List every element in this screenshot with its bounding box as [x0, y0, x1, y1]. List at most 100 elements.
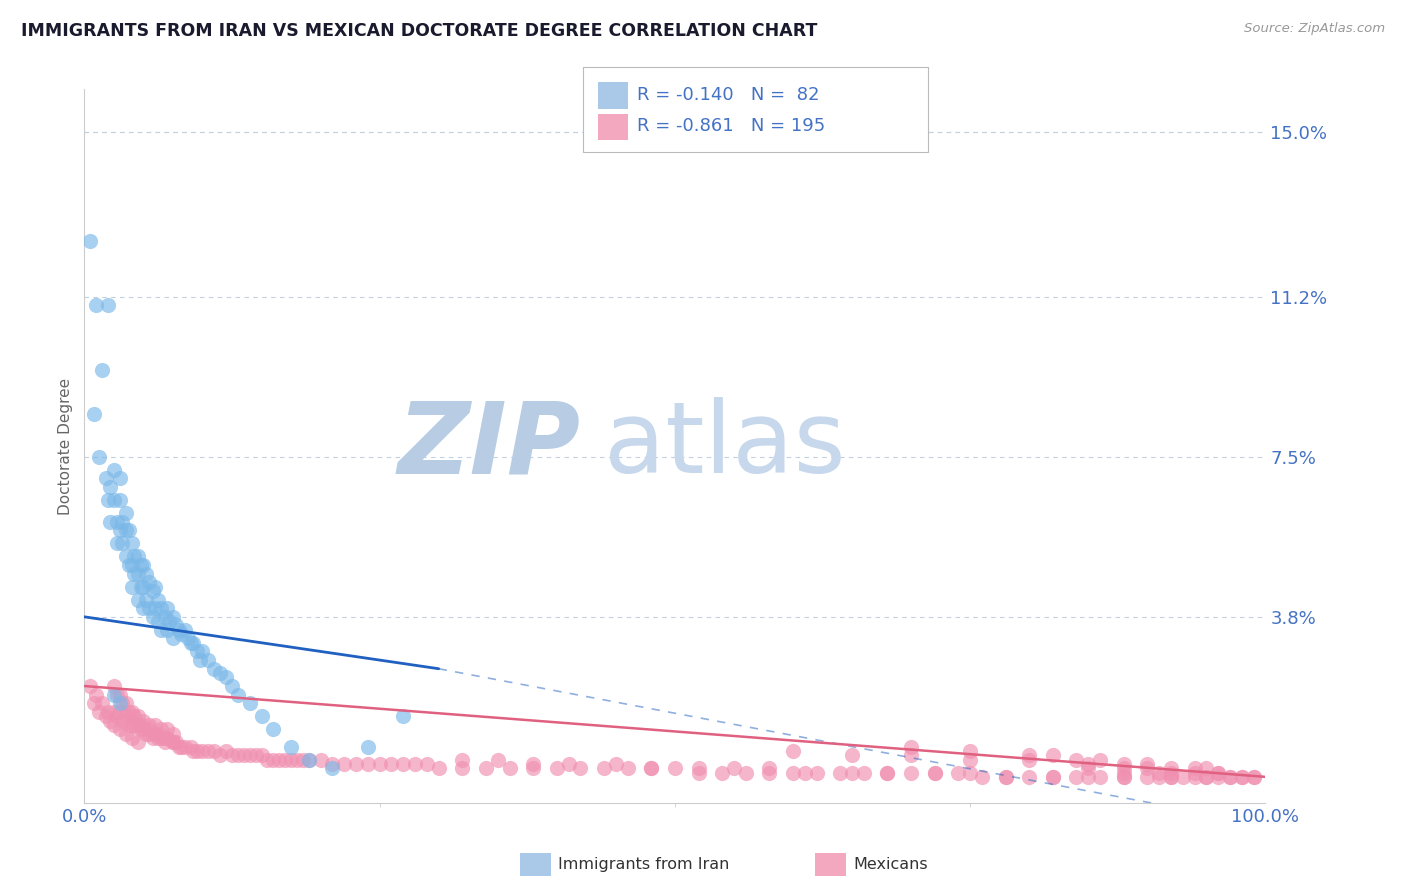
- Point: [1243, 770, 1265, 784]
- Point: [98, 480, 121, 494]
- Point: [122, 549, 145, 564]
- Point: [97, 493, 120, 508]
- Point: [427, 761, 450, 775]
- Point: [181, 744, 204, 758]
- Point: [688, 761, 710, 775]
- Point: [900, 765, 922, 780]
- Point: [321, 756, 343, 771]
- Point: [143, 580, 166, 594]
- Point: [1077, 761, 1099, 775]
- Point: [209, 666, 232, 681]
- Point: [108, 705, 131, 719]
- Point: [103, 705, 125, 719]
- Point: [1042, 770, 1064, 784]
- Point: [98, 714, 121, 728]
- Point: [111, 515, 134, 529]
- Point: [959, 744, 981, 758]
- Point: [180, 636, 202, 650]
- Point: [1112, 761, 1135, 775]
- Point: [191, 644, 214, 658]
- Point: [723, 761, 745, 775]
- Point: [1230, 770, 1253, 784]
- Point: [557, 756, 579, 771]
- Point: [107, 536, 129, 550]
- Point: [94, 709, 117, 723]
- Point: [188, 653, 211, 667]
- Point: [156, 601, 179, 615]
- Point: [1206, 765, 1229, 780]
- Point: [782, 765, 804, 780]
- Point: [162, 735, 184, 749]
- Point: [132, 601, 155, 615]
- Point: [156, 723, 179, 737]
- Point: [121, 536, 143, 550]
- Point: [121, 580, 143, 594]
- Point: [368, 756, 391, 771]
- Point: [118, 524, 141, 538]
- Point: [166, 735, 188, 749]
- Point: [924, 765, 946, 780]
- Point: [135, 592, 157, 607]
- Point: [688, 765, 710, 780]
- Point: [392, 709, 415, 723]
- Point: [127, 592, 149, 607]
- Point: [486, 753, 509, 767]
- Point: [108, 493, 131, 508]
- Point: [94, 471, 117, 485]
- Point: [143, 726, 166, 740]
- Point: [1136, 770, 1159, 784]
- Point: [924, 765, 946, 780]
- Point: [1206, 765, 1229, 780]
- Point: [142, 610, 165, 624]
- Point: [298, 753, 321, 767]
- Point: [83, 696, 105, 710]
- Point: [640, 761, 662, 775]
- Point: [173, 623, 195, 637]
- Point: [150, 601, 173, 615]
- Point: [830, 765, 852, 780]
- Text: Immigrants from Iran: Immigrants from Iran: [558, 857, 730, 871]
- Point: [245, 748, 267, 763]
- Point: [111, 696, 134, 710]
- Point: [1077, 770, 1099, 784]
- Point: [118, 718, 141, 732]
- Point: [153, 610, 176, 624]
- Point: [380, 756, 402, 771]
- Point: [129, 723, 152, 737]
- Point: [135, 566, 157, 581]
- Point: [108, 723, 131, 737]
- Text: atlas: atlas: [605, 398, 845, 494]
- Y-axis label: Doctorate Degree: Doctorate Degree: [58, 377, 73, 515]
- Point: [146, 592, 169, 607]
- Point: [1042, 770, 1064, 784]
- Point: [758, 765, 780, 780]
- Point: [107, 515, 129, 529]
- Point: [416, 756, 439, 771]
- Point: [280, 739, 302, 754]
- Text: IMMIGRANTS FROM IRAN VS MEXICAN DOCTORATE DEGREE CORRELATION CHART: IMMIGRANTS FROM IRAN VS MEXICAN DOCTORAT…: [21, 22, 817, 40]
- Text: Source: ZipAtlas.com: Source: ZipAtlas.com: [1244, 22, 1385, 36]
- Point: [793, 765, 815, 780]
- Point: [256, 753, 278, 767]
- Point: [111, 714, 134, 728]
- Point: [1195, 770, 1218, 784]
- Point: [522, 761, 544, 775]
- Point: [87, 705, 110, 719]
- Point: [142, 731, 165, 745]
- Point: [132, 714, 155, 728]
- Point: [127, 709, 149, 723]
- Point: [127, 718, 149, 732]
- Point: [221, 679, 243, 693]
- Point: [215, 670, 238, 684]
- Point: [114, 506, 136, 520]
- Point: [876, 765, 898, 780]
- Point: [616, 761, 638, 775]
- Point: [1206, 770, 1229, 784]
- Point: [593, 761, 616, 775]
- Point: [146, 614, 169, 628]
- Point: [197, 744, 219, 758]
- Text: ZIP: ZIP: [398, 398, 581, 494]
- Point: [1230, 770, 1253, 784]
- Point: [298, 753, 321, 767]
- Point: [280, 753, 302, 767]
